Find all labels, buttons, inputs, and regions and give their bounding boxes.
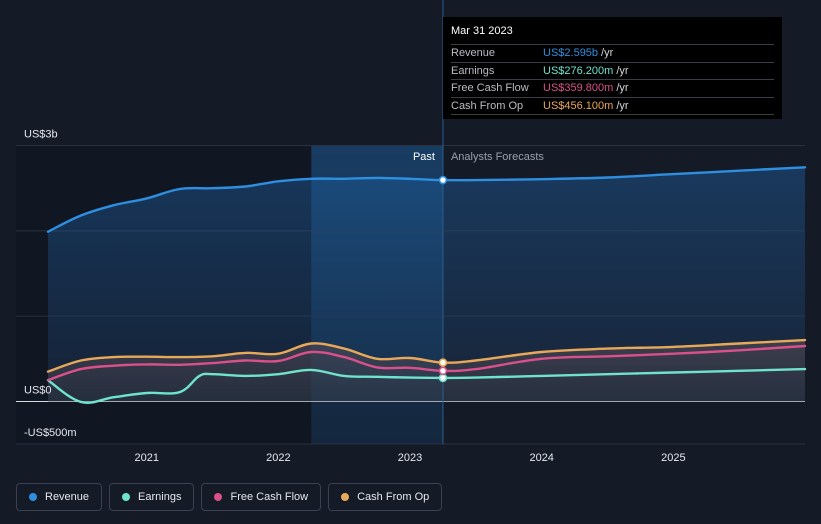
tooltip-row-revenue: Revenue US$2.595b /yr bbox=[451, 44, 774, 62]
tooltip: Mar 31 2023 Revenue US$2.595b /yr Earnin… bbox=[443, 17, 782, 119]
revenue-line bbox=[46, 166, 807, 233]
tooltip-label: Earnings bbox=[451, 64, 495, 77]
legend-label: Cash From Op bbox=[357, 491, 430, 503]
legend-item-revenue[interactable]: Revenue bbox=[16, 483, 103, 511]
tooltip-row-earnings: Earnings US$276.200m /yr bbox=[451, 61, 774, 80]
x-tick-label: 2024 bbox=[529, 452, 553, 464]
cash-from-op-line bbox=[46, 338, 807, 373]
tooltip-label: Cash From Op bbox=[451, 99, 524, 112]
tooltip-unit: /yr bbox=[616, 82, 629, 95]
legend-item-free-cash-flow[interactable]: Free Cash Flow bbox=[201, 483, 322, 511]
x-tick-label: 2023 bbox=[398, 452, 422, 464]
forecast-label: Analysts Forecasts bbox=[451, 151, 544, 163]
y-tick-label: US$3b bbox=[24, 129, 58, 141]
earnings-line bbox=[46, 367, 807, 404]
x-tick-label: 2025 bbox=[661, 452, 685, 464]
legend-label: Earnings bbox=[138, 491, 182, 503]
earnings-dot-icon bbox=[122, 493, 131, 501]
y-tick-label: -US$500m bbox=[24, 427, 77, 439]
legend-label: Free Cash Flow bbox=[230, 491, 309, 503]
tooltip-value: US$2.595b bbox=[543, 47, 599, 60]
past-label: Past bbox=[413, 151, 435, 163]
x-tick-label: 2021 bbox=[134, 452, 158, 464]
free-cash-flow-line bbox=[46, 344, 807, 382]
free-cash-flow-dot-icon bbox=[214, 493, 223, 501]
tooltip-row-cash-from-op: Cash From Op US$456.100m /yr bbox=[451, 96, 774, 115]
y-tick-label: US$0 bbox=[24, 385, 52, 397]
earnings-marker bbox=[438, 373, 448, 383]
free-cash-flow-marker bbox=[438, 366, 448, 376]
revenue-marker bbox=[438, 175, 448, 185]
tooltip-label: Revenue bbox=[451, 47, 496, 60]
revenue-area bbox=[48, 167, 805, 402]
tooltip-date: Mar 31 2023 bbox=[451, 25, 513, 37]
tooltip-label: Free Cash Flow bbox=[451, 82, 529, 95]
cash-from-op-dot-icon bbox=[341, 493, 350, 501]
tooltip-unit: /yr bbox=[616, 64, 629, 77]
revenue-dot-icon bbox=[29, 493, 37, 501]
tooltip-unit: /yr bbox=[616, 99, 629, 112]
legend-item-earnings[interactable]: Earnings bbox=[109, 483, 195, 511]
legend-label: Revenue bbox=[45, 491, 90, 503]
tooltip-value: US$456.100m bbox=[543, 99, 614, 112]
legend-item-cash-from-op[interactable]: Cash From Op bbox=[328, 483, 443, 511]
tooltip-row-free-cash-flow: Free Cash Flow US$359.800m /yr bbox=[451, 79, 774, 97]
tooltip-unit: /yr bbox=[601, 47, 614, 60]
x-tick-label: 2022 bbox=[266, 452, 290, 464]
cash-from-op-marker bbox=[438, 358, 448, 367]
tooltip-value: US$276.200m bbox=[543, 64, 614, 77]
tooltip-value: US$359.800m bbox=[543, 82, 614, 95]
legend: Revenue Earnings Free Cash Flow Cash Fro… bbox=[16, 483, 443, 511]
